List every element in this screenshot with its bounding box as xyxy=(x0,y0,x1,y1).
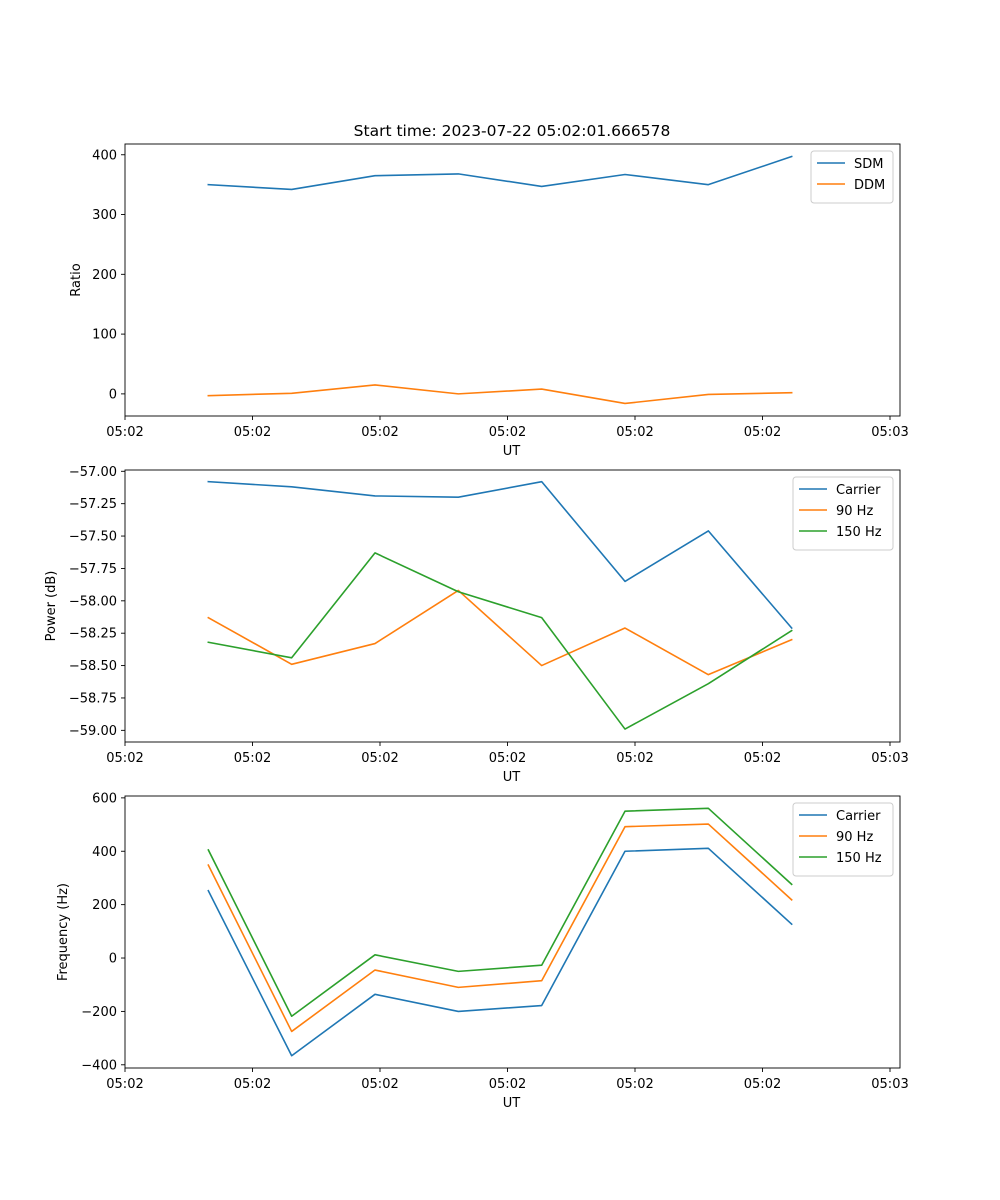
x-tick-label: 05:02 xyxy=(234,1077,271,1092)
y-axis-label: Power (dB) xyxy=(44,571,59,642)
legend-label: 90 Hz xyxy=(836,830,873,845)
x-tick-label: 05:02 xyxy=(616,1077,653,1092)
x-tick-label: 05:02 xyxy=(744,751,781,766)
y-tick-label: 400 xyxy=(92,845,117,860)
figure-title: Start time: 2023-07-22 05:02:01.666578 xyxy=(354,122,671,140)
axes-frame xyxy=(124,795,901,1069)
x-tick-label: 05:02 xyxy=(361,751,398,766)
x-axis-label: UT xyxy=(503,444,521,459)
legend-box xyxy=(810,150,894,204)
y-tick-label: 600 xyxy=(92,791,117,806)
y-tick-label: −59.00 xyxy=(69,724,117,739)
x-tick-label: 05:02 xyxy=(106,425,143,440)
x-tick-label: 05:03 xyxy=(871,1077,908,1092)
y-axis-label: Ratio xyxy=(69,263,84,296)
x-tick-label: 05:03 xyxy=(871,751,908,766)
legend-label: SDM xyxy=(854,157,883,172)
x-axis-label: UT xyxy=(503,1096,521,1111)
series-line-carrier xyxy=(207,847,793,1057)
chart-panel-2: −57.00 −57.25 −57.50 −57.75 −58.00 −58.25 −58.… xyxy=(44,465,909,785)
chart-panel-1: 0 100 200 300 400 05:02 05:02 05:02 05:02 05:02 05… xyxy=(69,143,909,459)
x-tick-label: 05:02 xyxy=(361,1077,398,1092)
legend-label: 150 Hz xyxy=(836,525,882,540)
x-tick-label: 05:02 xyxy=(744,425,781,440)
series-line-90-hz xyxy=(207,823,793,1033)
y-tick-label: 200 xyxy=(92,898,117,913)
axes-frame xyxy=(124,143,901,417)
y-tick-label: −58.25 xyxy=(69,627,117,642)
x-tick-label: 05:02 xyxy=(234,425,271,440)
y-tick-label: 300 xyxy=(92,208,117,223)
legend: Carrier 90 Hz 150 Hz xyxy=(792,802,894,877)
x-tick-label: 05:02 xyxy=(106,751,143,766)
x-tick-label: 05:02 xyxy=(616,751,653,766)
x-tick-label: 05:02 xyxy=(489,425,526,440)
y-tick-label: −57.25 xyxy=(69,497,117,512)
y-tick-label: 100 xyxy=(92,328,117,343)
series-line-150-hz xyxy=(207,807,793,1018)
y-tick-label: 200 xyxy=(92,268,117,283)
x-tick-label: 05:02 xyxy=(489,751,526,766)
y-tick-label: −200 xyxy=(81,1005,117,1020)
x-tick-label: 05:02 xyxy=(234,751,271,766)
x-tick-label: 05:02 xyxy=(744,1077,781,1092)
y-tick-label: −58.50 xyxy=(69,659,117,674)
y-tick-label: −58.75 xyxy=(69,691,117,706)
legend-label: Carrier xyxy=(836,809,881,824)
x-tick-label: 05:02 xyxy=(106,1077,143,1092)
legend-label: 150 Hz xyxy=(836,851,882,866)
y-tick-label: −57.50 xyxy=(69,530,117,545)
legend: Carrier 90 Hz 150 Hz xyxy=(792,476,894,551)
y-tick-label: −58.00 xyxy=(69,594,117,609)
x-tick-label: 05:02 xyxy=(361,425,398,440)
y-tick-label: 400 xyxy=(92,148,117,163)
y-tick-label: 0 xyxy=(109,952,117,967)
y-tick-label: 0 xyxy=(109,387,117,402)
y-axis-label: Frequency (Hz) xyxy=(56,883,71,981)
y-tick-label: −57.00 xyxy=(69,465,117,480)
legend-label: 90 Hz xyxy=(836,504,873,519)
series-line-90-hz xyxy=(207,589,793,676)
series-line-ddm xyxy=(207,384,793,405)
y-tick-label: −400 xyxy=(81,1058,117,1073)
series-line-150-hz xyxy=(207,552,793,730)
x-tick-label: 05:02 xyxy=(489,1077,526,1092)
axes-frame xyxy=(124,469,901,743)
series-line-carrier xyxy=(207,480,793,630)
chart-panel-3: 600 400 200 0 −200 −400 05:02 05:02 05:02 05:02 05… xyxy=(56,791,909,1111)
y-tick-label: −57.75 xyxy=(69,562,117,577)
legend-label: DDM xyxy=(854,178,885,193)
x-tick-label: 05:03 xyxy=(871,425,908,440)
legend: SDM DDM xyxy=(810,150,894,204)
legend-label: Carrier xyxy=(836,483,881,498)
x-tick-label: 05:02 xyxy=(616,425,653,440)
x-axis-label: UT xyxy=(503,770,521,785)
series-line-sdm xyxy=(207,155,793,191)
